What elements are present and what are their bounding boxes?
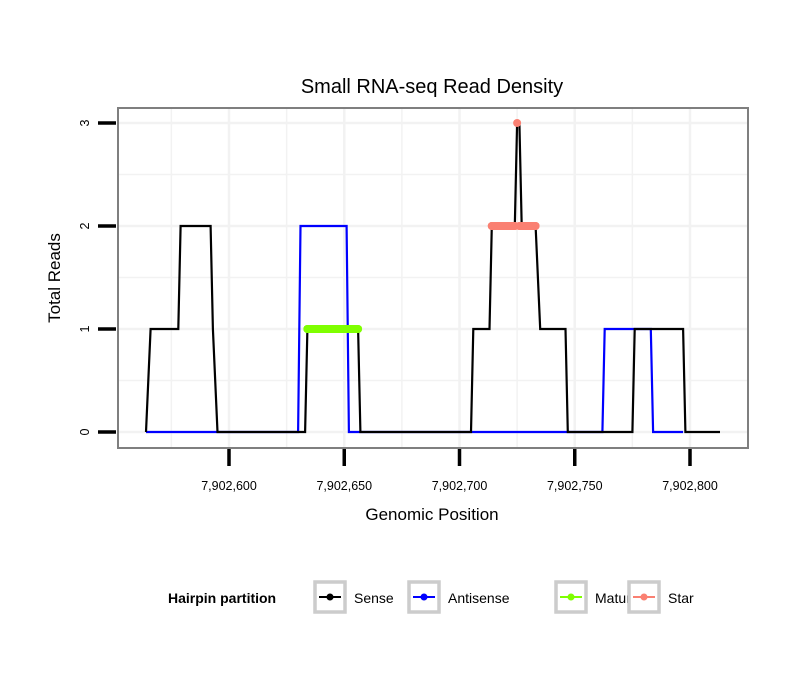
x-tick-label: 7,902,800 — [662, 479, 718, 493]
y-tick-label: 3 — [78, 119, 92, 126]
x-tick-label: 7,902,750 — [547, 479, 603, 493]
x-tick-label: 7,902,600 — [201, 479, 257, 493]
legend-label: Sense — [354, 590, 394, 606]
y-tick-label: 1 — [78, 325, 92, 332]
star-point — [531, 222, 540, 230]
x-tick-label: 7,902,700 — [432, 479, 488, 493]
legend-item-mature: Mature — [554, 580, 639, 614]
legend-key-point — [640, 593, 648, 601]
x-axis: 7,902,600 7,902,650 7,902,700 7,902,750 7,90… — [201, 449, 718, 493]
x-axis-title: Genomic Position — [365, 505, 498, 524]
chart-title: Small RNA-seq Read Density — [301, 76, 563, 98]
legend-item-antisense: Antisense — [407, 580, 510, 614]
legend-label: Star — [668, 590, 694, 606]
antisense-line — [146, 224, 684, 434]
legend-title: Hairpin partition — [168, 590, 276, 606]
x-tick-label: 7,902,650 — [316, 479, 372, 493]
y-tick-label: 0 — [78, 428, 92, 435]
y-axis-title: Total Reads — [45, 233, 64, 323]
legend-key-point — [420, 593, 428, 601]
gridlines — [118, 108, 748, 448]
legend: Hairpin partition Sense Antisense Mature St… — [168, 580, 694, 614]
plot-panel-border — [117, 107, 749, 449]
legend-item-star: Star — [627, 580, 694, 614]
legend-item-sense: Sense — [313, 580, 394, 614]
legend-key-point — [567, 593, 575, 601]
sense-line — [144, 121, 720, 434]
legend-label: Antisense — [448, 590, 510, 606]
legend-key-point — [326, 593, 334, 601]
y-tick-label: 2 — [78, 222, 92, 229]
star-point — [513, 119, 522, 127]
y-axis: 0 1 2 3 — [78, 119, 116, 435]
mature-point — [354, 325, 363, 333]
series-layer — [144, 119, 720, 434]
